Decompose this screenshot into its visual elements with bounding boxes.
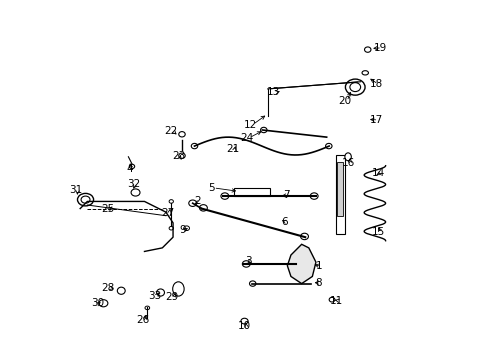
Text: 9: 9	[179, 225, 185, 235]
Text: 32: 32	[127, 179, 140, 189]
Text: 2: 2	[194, 197, 200, 206]
Bar	[233, 188, 269, 196]
Ellipse shape	[179, 132, 185, 137]
Ellipse shape	[361, 71, 367, 75]
Ellipse shape	[325, 143, 331, 149]
Text: 6: 6	[281, 217, 287, 227]
Text: 20: 20	[338, 96, 351, 107]
Text: 27: 27	[161, 208, 174, 218]
Text: 18: 18	[369, 79, 383, 89]
Ellipse shape	[241, 318, 247, 324]
Ellipse shape	[344, 153, 350, 161]
Ellipse shape	[328, 297, 334, 302]
Text: 21: 21	[226, 144, 239, 154]
Ellipse shape	[364, 47, 370, 52]
Ellipse shape	[77, 193, 93, 206]
Text: 15: 15	[371, 227, 385, 237]
Ellipse shape	[300, 233, 308, 240]
Ellipse shape	[172, 282, 184, 296]
Text: 28: 28	[101, 283, 114, 293]
Text: 29: 29	[165, 292, 179, 302]
Ellipse shape	[179, 153, 185, 158]
Ellipse shape	[249, 281, 255, 286]
Text: 4: 4	[126, 164, 133, 174]
Text: 7: 7	[283, 190, 289, 201]
Ellipse shape	[191, 143, 197, 149]
Ellipse shape	[99, 300, 108, 307]
Text: 26: 26	[136, 315, 149, 325]
Ellipse shape	[345, 79, 365, 95]
Ellipse shape	[117, 287, 125, 294]
Text: 23: 23	[172, 151, 185, 161]
Text: 24: 24	[240, 133, 253, 143]
Ellipse shape	[131, 189, 140, 196]
Ellipse shape	[188, 200, 196, 206]
Ellipse shape	[221, 193, 228, 199]
Ellipse shape	[242, 261, 250, 267]
Text: 12: 12	[244, 120, 257, 130]
Text: 14: 14	[371, 168, 385, 178]
Text: 3: 3	[244, 256, 251, 266]
Bar	[336, 162, 343, 216]
Text: 25: 25	[101, 203, 114, 213]
Ellipse shape	[349, 83, 360, 91]
Text: 17: 17	[369, 115, 383, 125]
Text: 30: 30	[91, 298, 103, 308]
Ellipse shape	[156, 289, 164, 296]
Polygon shape	[287, 244, 315, 284]
Ellipse shape	[199, 204, 207, 211]
Ellipse shape	[169, 200, 173, 203]
Ellipse shape	[81, 196, 90, 203]
Text: 31: 31	[69, 185, 82, 195]
Ellipse shape	[169, 226, 173, 230]
Ellipse shape	[145, 306, 149, 310]
Bar	[335, 155, 344, 234]
Text: 16: 16	[341, 158, 354, 168]
Text: 8: 8	[315, 278, 322, 288]
Ellipse shape	[309, 193, 317, 199]
Text: 1: 1	[316, 261, 322, 271]
Ellipse shape	[260, 127, 266, 133]
Text: 13: 13	[266, 87, 280, 98]
Text: 5: 5	[208, 183, 215, 193]
Ellipse shape	[183, 226, 189, 230]
Text: 33: 33	[147, 291, 161, 301]
Text: 11: 11	[329, 296, 343, 306]
Text: 19: 19	[373, 43, 386, 53]
Text: 22: 22	[164, 126, 178, 136]
Ellipse shape	[129, 164, 134, 168]
Text: 10: 10	[238, 321, 250, 331]
